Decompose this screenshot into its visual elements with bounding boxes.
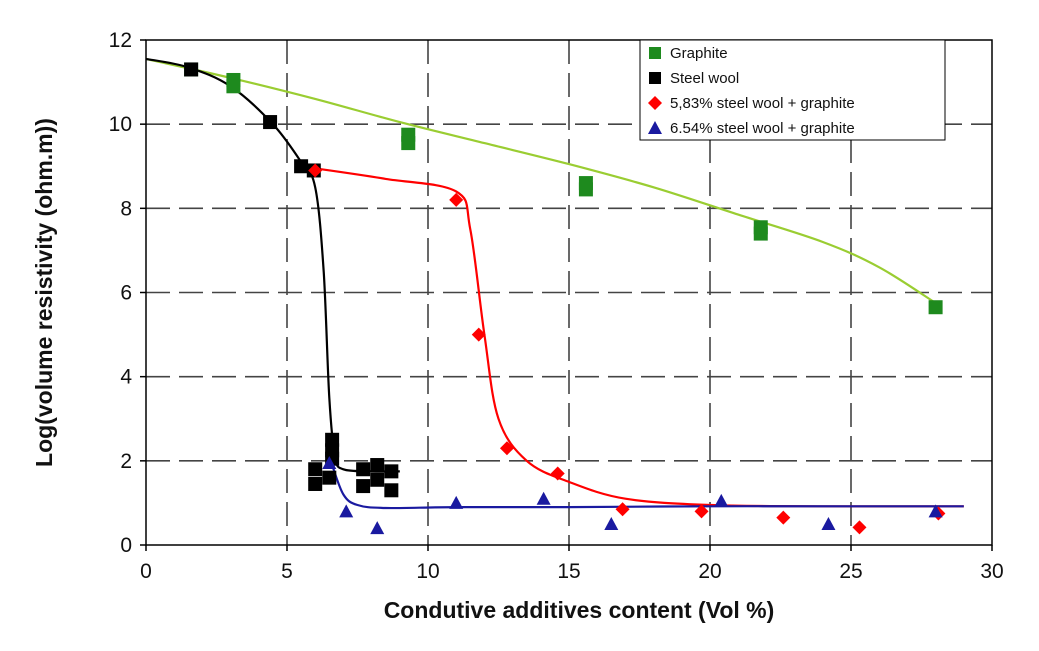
steel-wool-654-point: [536, 491, 551, 505]
x-tick-label: 15: [557, 560, 580, 583]
graphite-fit-line: [145, 57, 937, 304]
graphite-point: [753, 226, 768, 241]
steel-wool-654-point: [821, 516, 836, 530]
steel-wool-point: [263, 115, 278, 130]
steel-wool-583-point: [550, 466, 565, 481]
steel-wool-654-point: [322, 455, 337, 469]
legend-label-steel-wool-654: 6.54% steel wool + graphite: [670, 120, 855, 137]
graphite-point: [226, 79, 241, 94]
x-tick-label: 5: [281, 560, 293, 583]
steel-wool-583-point: [499, 441, 514, 456]
steel-wool-point: [370, 458, 385, 473]
steel-wool-654-point: [604, 516, 619, 530]
steel-wool-583-point: [471, 327, 486, 342]
steel-wool-654-fit-line: [331, 464, 964, 510]
y-axis-title: Log(volume resistivity (ohm.m)): [31, 118, 57, 467]
y-tick-label: 0: [120, 534, 132, 557]
legend: Graphite Steel wool 5,83% steel wool + gra…: [639, 39, 946, 141]
x-tick-label: 10: [416, 560, 439, 583]
steel-wool-654-point: [370, 521, 385, 535]
steel-wool-point: [356, 462, 371, 477]
y-tick-label: 6: [120, 282, 132, 305]
steel-wool-583-point: [449, 192, 464, 207]
y-tick-label: 10: [109, 113, 132, 136]
legend-label-steel-wool: Steel wool: [670, 70, 739, 87]
steel-wool-point: [308, 462, 323, 477]
steel-wool-point: [356, 479, 371, 494]
x-tick-label: 0: [140, 560, 152, 583]
legend-label-graphite: Graphite: [670, 45, 728, 62]
steel-wool-583-fit-line: [315, 167, 964, 508]
steel-wool-point: [384, 483, 399, 498]
steel-wool-583-point: [776, 510, 791, 525]
steel-wool-583-point: [852, 520, 867, 535]
axis-ticks: 0 5 10 15 20 25 30 0 2 4 6 8 10 12: [109, 29, 1004, 583]
steel-wool-654-point: [449, 495, 464, 509]
steel-wool-654-point: [714, 493, 729, 507]
y-tick-label: 8: [120, 197, 132, 220]
legend-label-steel-wool-583: 5,83% steel wool + graphite: [670, 95, 855, 112]
y-tick-label: 4: [120, 366, 132, 389]
x-tick-label: 20: [698, 560, 721, 583]
steel-wool-654-point: [928, 504, 943, 518]
steel-wool-point: [325, 432, 340, 447]
x-tick-label: 25: [839, 560, 862, 583]
steel-wool-point: [325, 443, 340, 458]
steel-wool-583-point: [308, 163, 323, 178]
steel-wool-point: [370, 472, 385, 487]
y-tick-label: 12: [109, 29, 132, 52]
steel-wool-583-point: [615, 502, 630, 517]
steel-wool-583-point: [694, 504, 709, 519]
graphite-point: [401, 136, 416, 151]
legend-marker-graphite: [649, 47, 661, 59]
steel-wool-point: [308, 476, 323, 491]
legend-marker-steel-wool-654: [648, 121, 662, 134]
graphite-point: [578, 182, 593, 197]
steel-wool-point: [384, 464, 399, 479]
graphite-point: [928, 300, 943, 315]
y-tick-label: 2: [120, 450, 132, 473]
x-tick-label: 30: [980, 560, 1003, 583]
steel-wool-point: [294, 159, 309, 174]
legend-marker-steel-wool: [649, 72, 661, 84]
data-points: [184, 62, 946, 535]
steel-wool-654-point: [339, 504, 354, 518]
x-axis-title: Condutive additives content (Vol %): [384, 597, 775, 623]
steel-wool-point: [322, 470, 337, 485]
steel-wool-point: [184, 62, 199, 77]
legend-box: [639, 39, 946, 141]
legend-marker-steel-wool-583: [648, 96, 662, 110]
